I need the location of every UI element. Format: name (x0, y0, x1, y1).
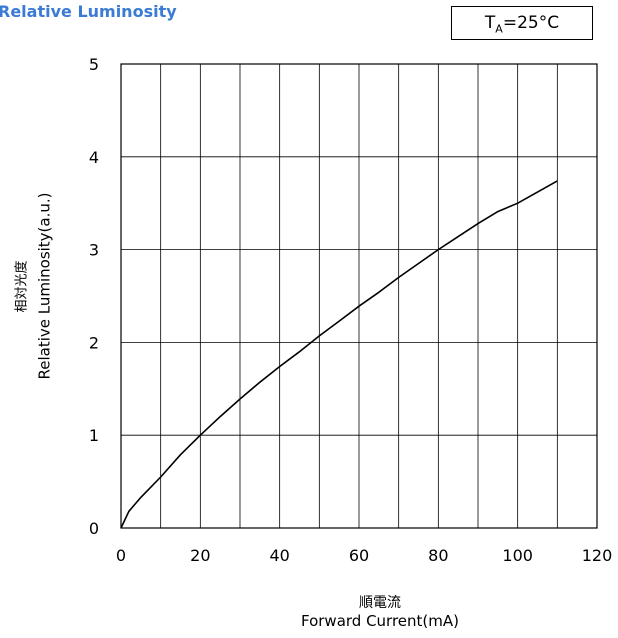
y-tick-label: 3 (89, 241, 99, 260)
y-tick-labels: 0 1 2 3 4 5 (89, 55, 99, 538)
x-axis-label: Forward Current(mA) (300, 612, 459, 630)
condition-subscript: A (495, 22, 503, 36)
x-tick-label: 60 (349, 546, 369, 565)
y-tick-label: 1 (89, 426, 99, 445)
condition-symbol: T (484, 13, 496, 33)
x-tick-label: 20 (190, 546, 210, 565)
y-tick-label: 4 (89, 148, 99, 167)
x-tick-label: 120 (582, 546, 613, 565)
luminosity-curve (120, 180, 558, 529)
chart-title: Relative Luminosity (0, 2, 177, 21)
x-tick-label: 0 (116, 546, 126, 565)
x-tick-labels: 0 20 40 60 80 100 120 (116, 546, 612, 565)
temperature-condition-box: TA=25°C (451, 6, 593, 40)
luminosity-chart: 0 1 2 3 4 5 0 20 40 60 80 100 120 (89, 55, 612, 565)
y-axis-label: Relative Luminosity(a.u.) (35, 192, 54, 380)
x-axis-label-japanese: 順電流 (359, 595, 401, 611)
condition-value: =25°C (502, 13, 560, 33)
y-tick-label: 2 (89, 333, 99, 352)
plot-frame (120, 63, 598, 529)
x-tick-label: 100 (502, 546, 533, 565)
y-axis-label-japanese: 相対光度 (14, 259, 30, 313)
x-tick-label: 80 (428, 546, 448, 565)
grid-lines (121, 64, 597, 528)
y-tick-label: 5 (89, 55, 99, 74)
temperature-condition: TA=25°C (452, 7, 592, 45)
x-tick-label: 40 (269, 546, 289, 565)
y-tick-label: 0 (89, 519, 99, 538)
